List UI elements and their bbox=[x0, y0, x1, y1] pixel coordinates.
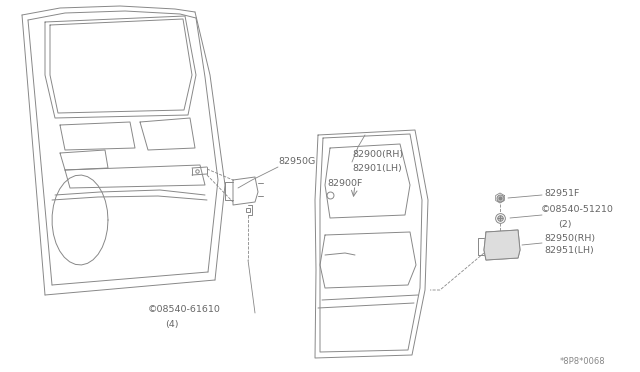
Text: 82900(RH): 82900(RH) bbox=[352, 151, 403, 160]
Text: 82950G: 82950G bbox=[278, 157, 316, 166]
Text: 82901(LH): 82901(LH) bbox=[352, 164, 402, 173]
Polygon shape bbox=[484, 230, 520, 260]
Text: 82951F: 82951F bbox=[544, 189, 579, 198]
Text: ©08540-61610: ©08540-61610 bbox=[148, 305, 221, 314]
Text: 82950(RH): 82950(RH) bbox=[544, 234, 595, 243]
Text: (4): (4) bbox=[165, 321, 179, 330]
Text: ©08540-51210: ©08540-51210 bbox=[541, 205, 614, 215]
Text: 82900F: 82900F bbox=[327, 179, 362, 187]
Text: 82951(LH): 82951(LH) bbox=[544, 247, 594, 256]
Text: *8P8*0068: *8P8*0068 bbox=[560, 357, 605, 366]
Text: (2): (2) bbox=[558, 219, 572, 228]
